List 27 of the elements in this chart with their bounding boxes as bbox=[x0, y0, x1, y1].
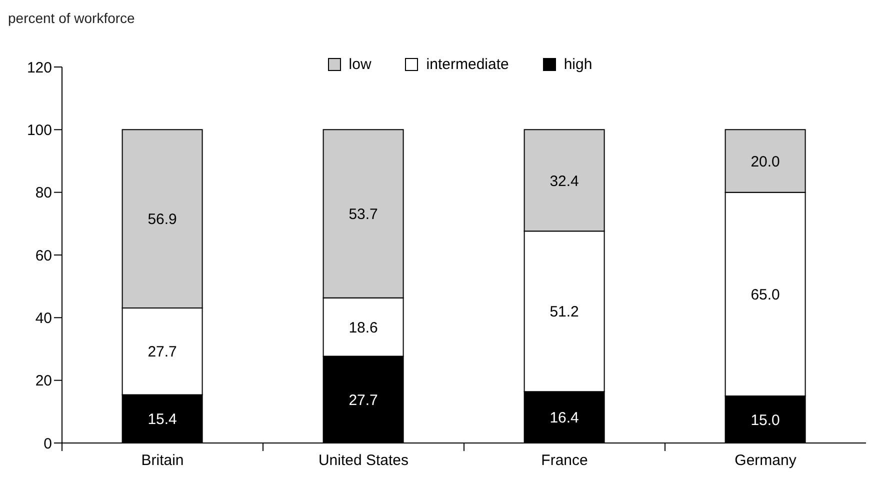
data-label: 51.2 bbox=[550, 304, 579, 321]
data-label: 20.0 bbox=[750, 153, 780, 170]
y-tick-label: 100 bbox=[26, 122, 52, 139]
data-label: 15.4 bbox=[148, 411, 177, 428]
x-tick-label: Britain bbox=[141, 452, 184, 469]
y-axis-title: percent of workforce bbox=[8, 10, 135, 26]
y-tick-label: 60 bbox=[35, 247, 52, 264]
data-label: 16.4 bbox=[550, 410, 579, 427]
legend-label: low bbox=[348, 56, 372, 73]
data-label: 27.7 bbox=[348, 392, 378, 409]
data-label: 56.9 bbox=[148, 211, 177, 228]
y-tick-label: 120 bbox=[26, 59, 52, 76]
x-tick-label: France bbox=[541, 452, 588, 469]
data-label: 18.6 bbox=[348, 319, 378, 336]
y-tick-label: 80 bbox=[35, 184, 52, 202]
legend-label: high bbox=[564, 56, 592, 73]
data-label: 65.0 bbox=[750, 286, 780, 304]
data-label: 27.7 bbox=[148, 344, 177, 361]
x-tick-label: United States bbox=[318, 452, 409, 469]
data-label: 53.7 bbox=[348, 206, 378, 224]
x-tick-label: Germany bbox=[734, 452, 797, 469]
y-tick-label: 0 bbox=[44, 435, 52, 452]
y-tick-label: 20 bbox=[35, 372, 52, 390]
data-label: 32.4 bbox=[550, 172, 579, 190]
data-label: 15.0 bbox=[750, 412, 780, 429]
y-tick-label: 40 bbox=[35, 310, 52, 327]
legend-label: intermediate bbox=[426, 56, 509, 73]
